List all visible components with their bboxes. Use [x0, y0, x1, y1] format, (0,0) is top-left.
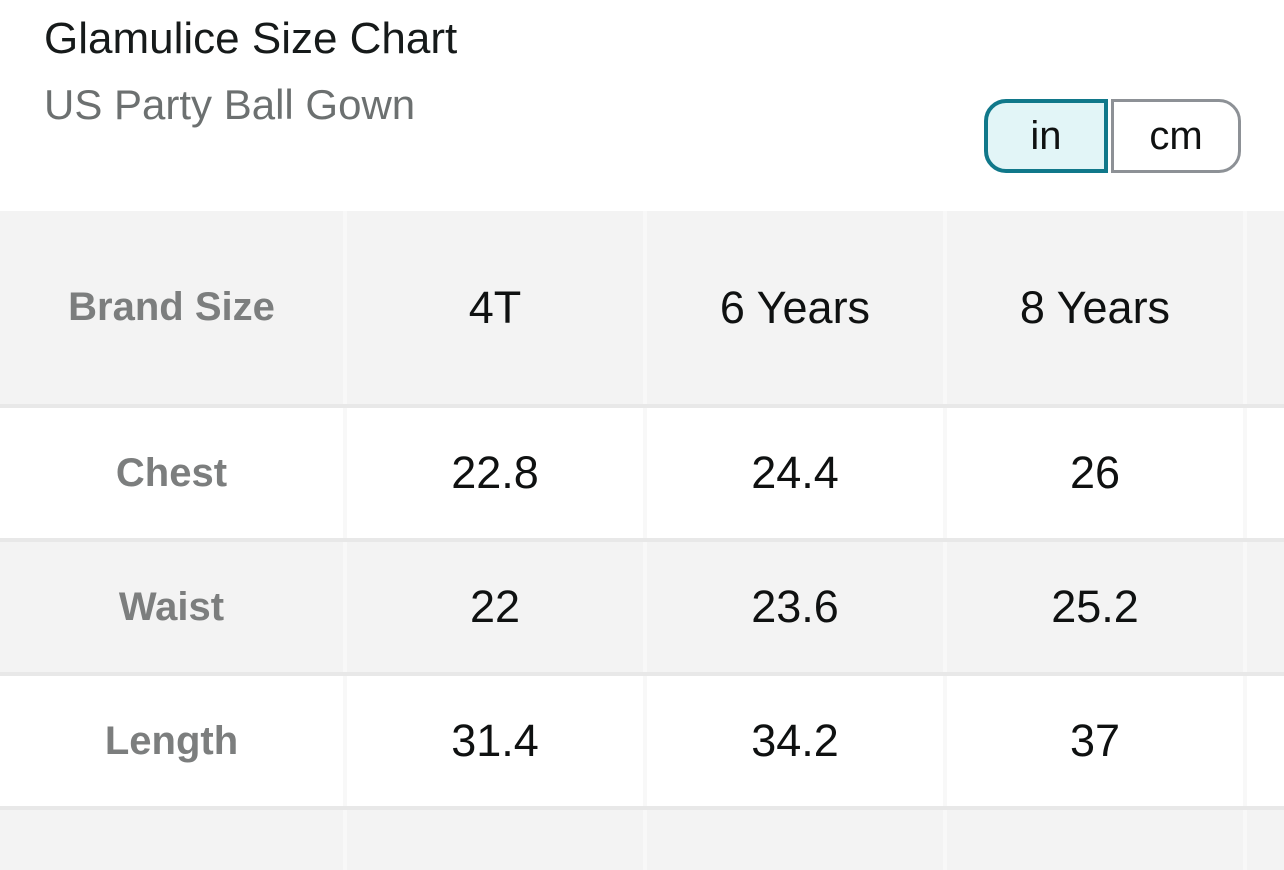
- cell-value: 22.8: [451, 447, 539, 498]
- column-header-label: Brand Size: [68, 285, 275, 329]
- unit-in-button[interactable]: in: [984, 99, 1108, 173]
- column-header-6-years: 6 Years: [647, 211, 943, 404]
- row-label: Length: [104, 718, 239, 763]
- column-header-value: 6 Years: [719, 281, 871, 333]
- length-6-years-cell: 34.2: [647, 676, 943, 806]
- length-4t-cell: 31.4: [347, 676, 643, 806]
- size-table: Brand Size 4T 6 Years 8 Years Chest 22.8…: [0, 211, 1284, 870]
- column-header-value: 4T: [468, 281, 522, 333]
- row-label-chest: Chest: [0, 408, 343, 538]
- chest-8-years-cell: 26: [947, 408, 1243, 538]
- page-header: Glamulice Size Chart US Party Ball Gown …: [0, 16, 1284, 211]
- row-label-length: Length: [0, 676, 343, 806]
- partial-column-cell: [1247, 211, 1284, 404]
- table-row-partial: [0, 810, 1284, 870]
- partial-row-cell: [1247, 810, 1284, 870]
- column-header-value: 8 Years: [1019, 281, 1171, 333]
- cell-value: 34.2: [751, 715, 839, 766]
- column-header-brand-size: Brand Size: [0, 211, 343, 404]
- waist-6-years-cell: 23.6: [647, 542, 943, 672]
- row-label: Chest: [115, 450, 228, 495]
- table-row-length: Length 31.4 34.2 37: [0, 676, 1284, 806]
- column-header-8-years: 8 Years: [947, 211, 1243, 404]
- chart-subtitle: US Party Ball Gown: [44, 81, 416, 128]
- table-row-waist: Waist 22 23.6 25.2: [0, 542, 1284, 672]
- unit-cm-button[interactable]: cm: [1111, 99, 1241, 173]
- row-label: Waist: [118, 584, 225, 629]
- row-label-waist: Waist: [0, 542, 343, 672]
- chest-4t-cell: 22.8: [347, 408, 643, 538]
- partial-column-cell: [1247, 408, 1284, 538]
- cell-value: 24.4: [751, 447, 839, 498]
- size-chart-page: { "page": { "title": "Glamulice Size Cha…: [0, 16, 1284, 870]
- length-8-years-cell: 37: [947, 676, 1243, 806]
- cell-value: 37: [1069, 715, 1121, 766]
- partial-row-cell: [647, 810, 943, 870]
- cell-value: 23.6: [751, 581, 839, 632]
- unit-toggle: in cm: [984, 99, 1241, 173]
- partial-column-cell: [1247, 676, 1284, 806]
- cell-value: 31.4: [451, 715, 539, 766]
- cell-value: 22: [469, 581, 521, 632]
- chest-6-years-cell: 24.4: [647, 408, 943, 538]
- partial-row-cell: [0, 810, 343, 870]
- waist-4t-cell: 22: [347, 542, 643, 672]
- partial-column-cell: [1247, 542, 1284, 672]
- cell-value: 26: [1069, 447, 1121, 498]
- partial-row-cell: [347, 810, 643, 870]
- column-header-4t: 4T: [347, 211, 643, 404]
- page-title: Glamulice Size Chart: [44, 14, 458, 63]
- table-row-chest: Chest 22.8 24.4 26: [0, 408, 1284, 538]
- partial-row-cell: [947, 810, 1243, 870]
- cell-value: 25.2: [1051, 581, 1139, 632]
- waist-8-years-cell: 25.2: [947, 542, 1243, 672]
- table-header-row: Brand Size 4T 6 Years 8 Years: [0, 211, 1284, 404]
